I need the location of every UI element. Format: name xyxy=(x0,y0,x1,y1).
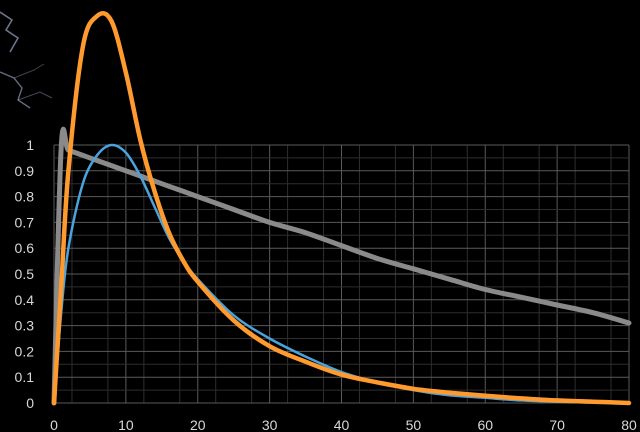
y-tick-label: 0.3 xyxy=(15,318,35,334)
y-tick-label: 0.9 xyxy=(15,163,35,179)
x-tick-label: 60 xyxy=(477,417,493,432)
x-tick-label: 80 xyxy=(621,417,637,432)
y-tick-label: 0.6 xyxy=(15,240,35,256)
x-tick-label: 0 xyxy=(50,417,58,432)
y-tick-label: 0.5 xyxy=(15,266,35,282)
series-line-1 xyxy=(51,126,632,406)
x-tick-label: 30 xyxy=(262,417,278,432)
y-tick-label: 1 xyxy=(26,137,34,153)
x-tick-label: 10 xyxy=(118,417,134,432)
y-tick-label: 0.7 xyxy=(15,214,35,230)
y-tick-label: 0.1 xyxy=(15,369,35,385)
x-tick-label: 40 xyxy=(334,417,350,432)
y-tick-label: 0.2 xyxy=(15,343,35,359)
x-axis-ticks: 0 10 20 30 40 50 60 70 80 xyxy=(50,417,637,432)
lightning-decoration xyxy=(0,11,53,109)
y-tick-label: 0 xyxy=(26,395,34,411)
series-line-3 xyxy=(51,11,632,406)
grid xyxy=(53,144,630,404)
x-tick-label: 20 xyxy=(190,417,206,432)
x-tick-label: 50 xyxy=(406,417,422,432)
x-tick-label: 70 xyxy=(549,417,565,432)
series-lines xyxy=(51,11,632,406)
y-axis-ticks: 0 0.1 0.2 0.3 0.4 0.5 0.6 0.7 0.8 0.9 1 xyxy=(15,137,35,411)
y-tick-label: 0.8 xyxy=(15,189,35,205)
y-tick-label: 0.4 xyxy=(15,292,35,308)
